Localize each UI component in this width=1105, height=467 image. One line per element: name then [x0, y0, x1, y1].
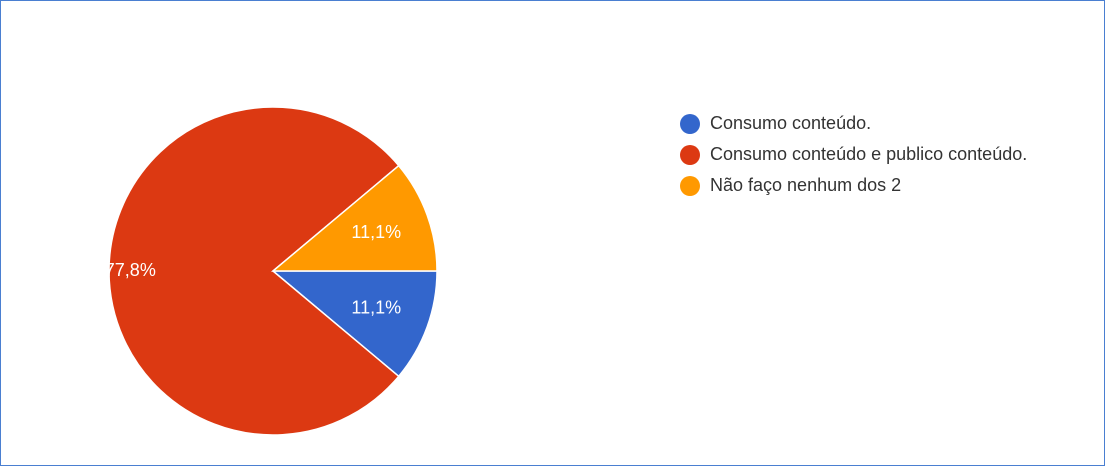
slice-label-nenhum: 11,1% [351, 222, 401, 242]
legend-item-consumo-e-publico[interactable]: Consumo conteúdo e publico conteúdo. [680, 139, 1027, 170]
pie-chart: 11,1% 77,8% 11,1% [105, 106, 438, 436]
slice-label-consumo: 11,1% [351, 297, 401, 317]
legend-swatch-consumo-e-publico [680, 144, 700, 165]
legend-label-consumo: Consumo conteúdo. [710, 113, 872, 133]
legend-item-nenhum[interactable]: Não faço nenhum dos 2 [680, 170, 1027, 201]
legend-item-consumo[interactable]: Consumo conteúdo. [680, 108, 1027, 139]
slice-label-consumo-e-publico: 77,8% [105, 260, 156, 280]
legend: Consumo conteúdo. Consumo conteúdo e pub… [680, 108, 1027, 201]
legend-swatch-consumo [680, 113, 700, 134]
pie-slice-consumo-e-publico[interactable] [108, 106, 400, 436]
legend-label-consumo-e-publico: Consumo conteúdo e publico conteúdo. [710, 144, 1028, 164]
legend-label-nenhum: Não faço nenhum dos 2 [710, 175, 902, 195]
pie-slice-consumo[interactable] [270, 270, 438, 378]
pie-slice-nenhum[interactable] [270, 164, 438, 272]
legend-swatch-nenhum [680, 175, 700, 196]
